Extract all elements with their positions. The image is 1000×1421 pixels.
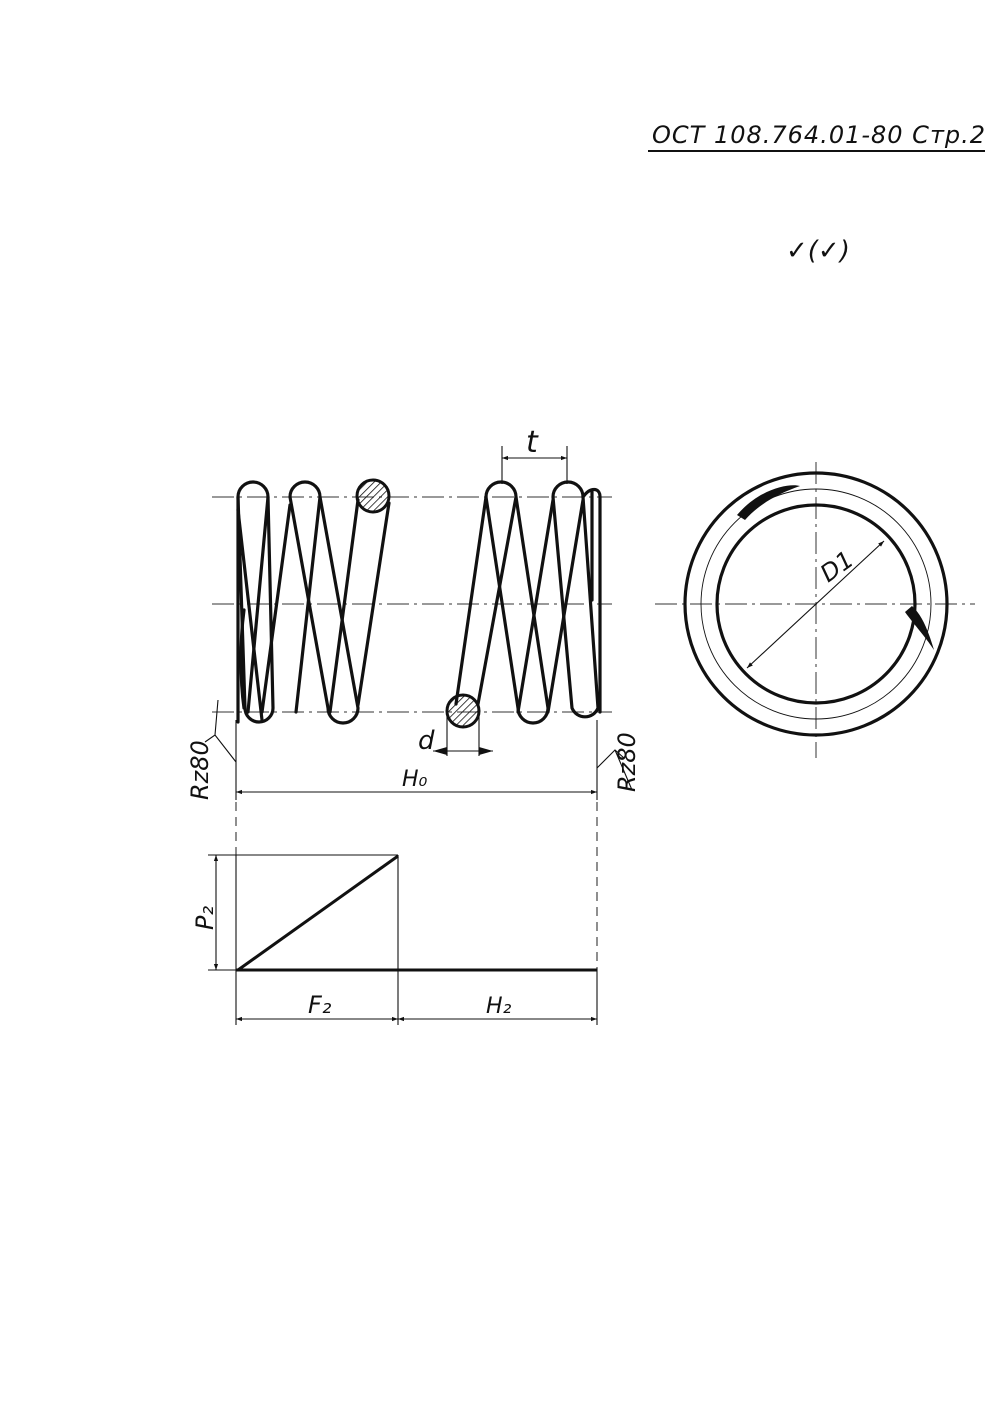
wire-diameter-dimension: d [418, 716, 493, 756]
inner-diameter-label: D1 [815, 545, 859, 587]
force-deflection-diagram: P₂ F₂ H₂ [191, 854, 598, 1025]
free-length-label: H₀ [402, 767, 428, 792]
right-end-roughness: Rz80 [596, 732, 641, 792]
ring-mean-circle [700, 488, 932, 720]
loaded-length-label: H₂ [486, 994, 512, 1019]
document-designation: ОСТ 108.764.01-80 Стр.2 [652, 121, 986, 149]
pitch-label: t [526, 425, 539, 460]
spring-coils-right [454, 480, 602, 725]
spring-end-view: D1 [655, 462, 975, 758]
force-label: P₂ [191, 906, 219, 930]
left-end-roughness: Rz80 [186, 699, 237, 800]
wire-section-lower [445, 693, 481, 729]
pitch-dimension: t [501, 425, 568, 484]
ring-outer-circle [683, 471, 949, 737]
spring-side-view [212, 478, 612, 729]
coil-end-tip-upper [737, 485, 800, 520]
general-roughness-mark: ✓(✓) [786, 236, 850, 266]
characteristic-line [237, 854, 399, 972]
inner-diameter-dimension-line [746, 540, 885, 669]
spring-coils-left [236, 480, 391, 725]
deflection-label: F₂ [308, 991, 332, 1019]
coil-end-tip-right [905, 606, 934, 650]
free-length-dimension: H₀ [235, 720, 598, 800]
wire-diameter-label: d [418, 726, 435, 756]
right-end-roughness-label: Rz80 [613, 732, 641, 792]
left-end-roughness-label: Rz80 [186, 740, 214, 800]
wire-section-upper [355, 478, 391, 514]
ring-inner-circle [715, 503, 917, 705]
